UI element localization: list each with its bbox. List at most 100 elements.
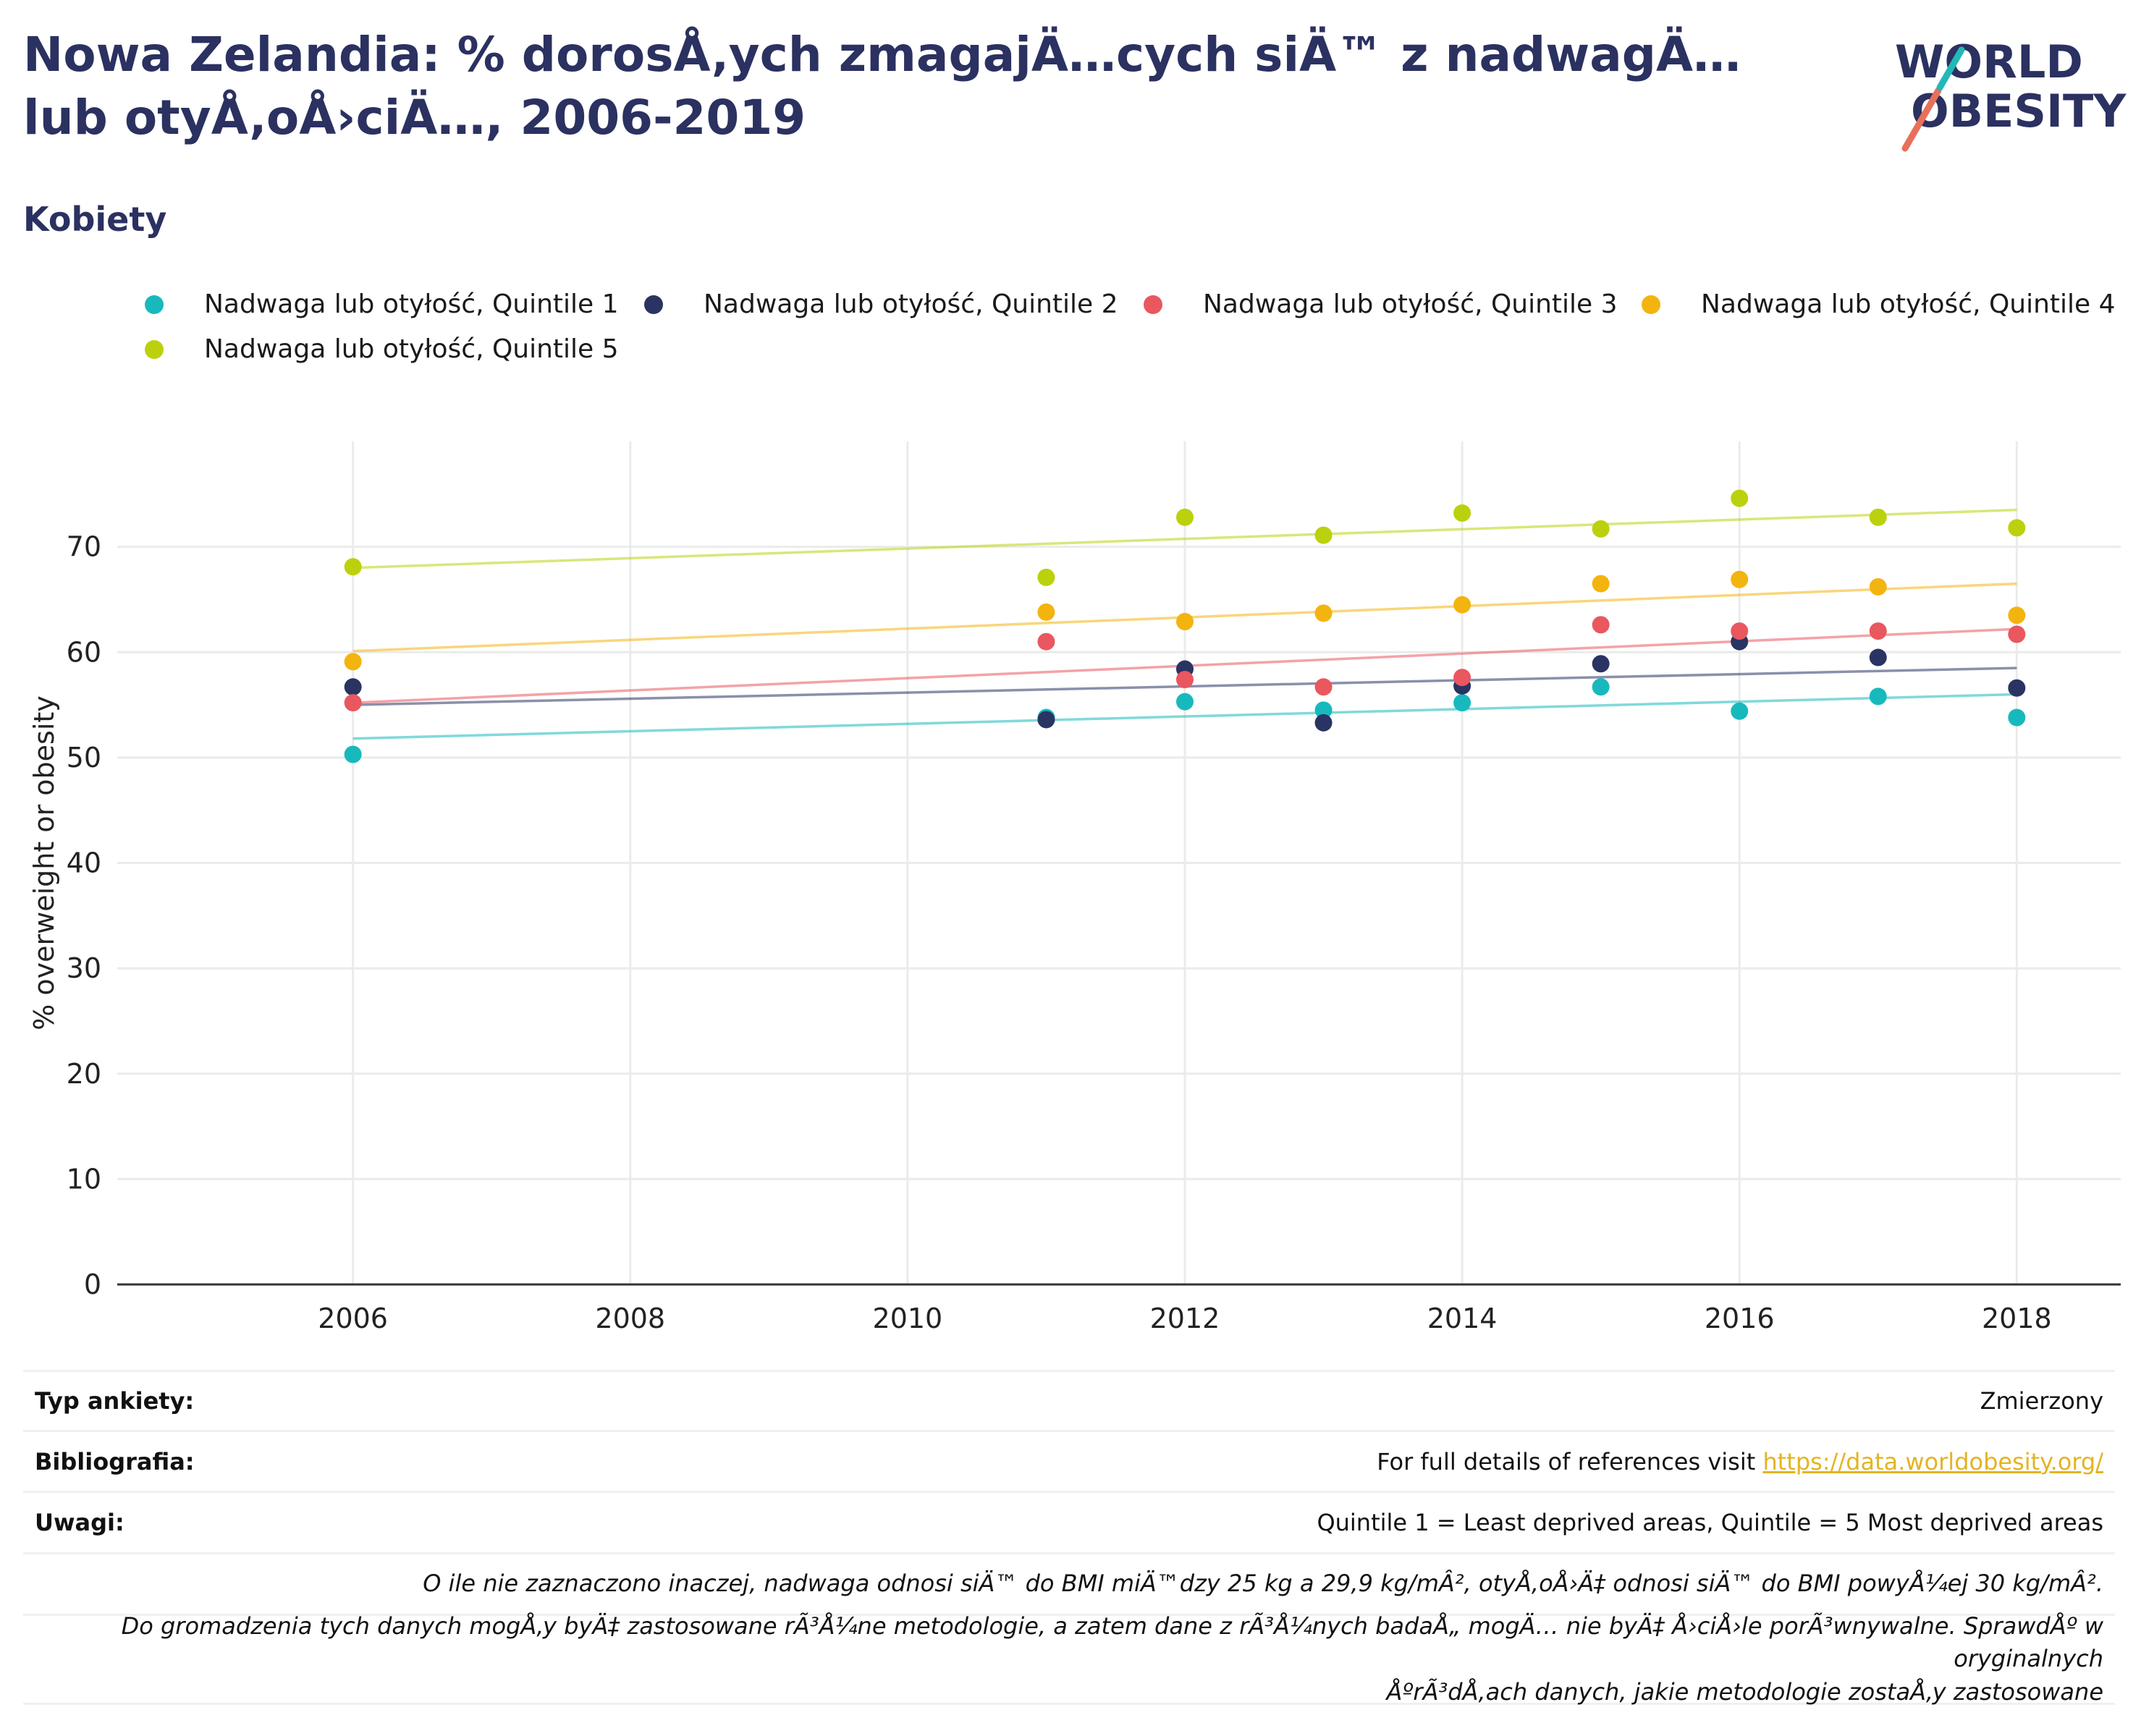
y-tick-label: 20	[67, 1058, 101, 1090]
y-tick-label: 40	[67, 847, 101, 879]
data-point-q4	[1592, 575, 1610, 593]
data-point-q2	[1592, 655, 1610, 673]
data-point-q5	[1175, 508, 1194, 526]
legend-item-q5[interactable]: Nadwaga lub otyłość, Quintile 5	[145, 334, 619, 364]
data-point-q4	[2008, 606, 2026, 624]
data-point-q4	[344, 653, 362, 671]
data-point-q1	[2008, 708, 2026, 727]
x-tick-label: 2006	[318, 1303, 388, 1334]
x-tick-label: 2012	[1150, 1303, 1220, 1334]
y-axis-title: % overweight or obesity	[28, 695, 60, 1030]
page-title: Nowa Zelandia: % dorosÅ‚ych zmagajÄ…cych…	[23, 27, 1741, 146]
logo-slash-teal	[1936, 46, 1965, 91]
legend-label-q3: Nadwaga lub otyłość, Quintile 3	[1203, 289, 1618, 319]
legend-item-q4[interactable]: Nadwaga lub otyłość, Quintile 4	[1642, 289, 2116, 319]
trend-line-q5	[352, 508, 2017, 570]
data-point-q2	[1314, 714, 1333, 732]
info-table: Typ ankiety: Zmierzony Bibliografia: For…	[23, 1370, 2115, 1706]
y-tick-label: 10	[67, 1163, 101, 1195]
bibliography-link[interactable]: https://data.worldobesity.org/	[1762, 1447, 2103, 1475]
data-point-q1	[344, 745, 362, 763]
data-point-q5	[1453, 504, 1471, 522]
info-row-notes: Uwagi: Quintile 1 = Least deprived areas…	[23, 1491, 2115, 1552]
data-point-q2	[344, 678, 362, 696]
data-point-q3	[1869, 622, 1887, 640]
legend-item-q3[interactable]: Nadwaga lub otyłość, Quintile 3	[1144, 289, 1618, 319]
scatter-chart: 0 10 20 30 40 50 60 70 2006 2008 2010 2012 2014 2016 2…	[28, 441, 2121, 1334]
info-row-bmi-note: O ile nie zaznaczono inaczej, nadwaga od…	[23, 1552, 2115, 1614]
trend-line-q1	[352, 693, 2017, 740]
legend-label-q5: Nadwaga lub otyłość, Quintile 5	[204, 334, 619, 364]
data-point-q5	[1869, 508, 1887, 526]
methodology-note-line-2: ÅºrÃ³dÅ‚ach danych, jakie metodologie zo…	[1386, 1677, 2103, 1706]
data-point-q4	[1869, 577, 1887, 596]
legend-label-q1: Nadwaga lub otyłość, Quintile 1	[204, 289, 619, 319]
legend-label-q2: Nadwaga lub otyłość, Quintile 2	[704, 289, 1118, 319]
data-point-q5	[1731, 489, 1749, 507]
legend-item-q2[interactable]: Nadwaga lub otyłość, Quintile 2	[644, 289, 1118, 319]
x-tick-label: 2008	[595, 1303, 665, 1334]
legend-marker-q1	[145, 295, 164, 314]
data-point-q1	[1453, 694, 1471, 712]
logo-slash-red	[1901, 87, 1942, 152]
info-row-survey: Typ ankiety: Zmierzony	[23, 1370, 2115, 1430]
world-obesity-logo: WORLD OBESITY	[1895, 35, 2127, 152]
data-point-q5	[1314, 526, 1333, 544]
bibliography-value: For full details of references visit htt…	[1377, 1448, 2103, 1475]
logo-text-world: WORLD	[1895, 35, 2083, 88]
data-point-q1	[1175, 693, 1194, 711]
survey-type-label: Typ ankiety:	[35, 1387, 195, 1415]
methodology-note: Do gromadzenia tych danych mogÅ‚y byÄ‡ z…	[35, 1610, 2103, 1709]
legend-marker-q5	[145, 339, 164, 359]
data-point-q3	[344, 694, 362, 712]
notes-label: Uwagi:	[35, 1509, 124, 1536]
legend-label-q4: Nadwaga lub otyłość, Quintile 4	[1701, 289, 2116, 319]
x-tick-label: 2016	[1705, 1303, 1775, 1334]
chart-subtitle: Kobiety	[23, 200, 167, 239]
data-point-q2	[1037, 711, 1055, 729]
data-point-q2	[1869, 648, 1887, 666]
y-tick-label: 50	[67, 742, 101, 774]
y-tick-label: 0	[84, 1269, 101, 1300]
data-point-q3	[1592, 616, 1610, 634]
data-point-q5	[1037, 568, 1055, 586]
data-point-q4	[1175, 613, 1194, 631]
data-point-q2	[2008, 679, 2026, 697]
data-point-q3	[1314, 678, 1333, 696]
bmi-definition-note: O ile nie zaznaczono inaczej, nadwaga od…	[423, 1570, 2103, 1598]
data-point-q4	[1731, 570, 1749, 588]
x-tick-label: 2014	[1427, 1303, 1498, 1334]
data-point-q1	[1314, 701, 1333, 719]
data-point-q1	[1869, 687, 1887, 706]
bibliography-label: Bibliografia:	[35, 1447, 195, 1475]
data-point-q1	[1592, 678, 1610, 696]
data-point-q5	[2008, 519, 2026, 537]
data-point-q3	[1731, 622, 1749, 640]
notes-value: Quintile 1 = Least deprived areas, Quint…	[1317, 1509, 2103, 1536]
bibliography-text: For full details of references visit	[1377, 1447, 1763, 1475]
methodology-note-line-1: Do gromadzenia tych danych mogÅ‚y byÄ‡ z…	[121, 1612, 2103, 1673]
info-row-methods-note: Do gromadzenia tych danych mogÅ‚y byÄ‡ z…	[23, 1612, 2115, 1706]
x-tick-label: 2018	[1982, 1303, 2052, 1334]
legend-marker-q3	[1144, 295, 1162, 314]
info-row-bibliography: Bibliografia: For full details of refere…	[23, 1430, 2115, 1491]
logo-text-obesity: OBESITY	[1911, 85, 2127, 137]
survey-type-value: Zmierzony	[1980, 1387, 2103, 1415]
data-point-q4	[1037, 603, 1055, 621]
legend-marker-q2	[644, 295, 663, 314]
data-point-q1	[1731, 702, 1749, 720]
data-point-q3	[1175, 671, 1194, 689]
legend-marker-q4	[1642, 295, 1660, 314]
data-point-q4	[1453, 596, 1471, 614]
data-point-q5	[1592, 520, 1610, 538]
data-point-q3	[2008, 625, 2026, 643]
data-point-q5	[344, 558, 362, 576]
y-tick-label: 30	[67, 952, 101, 984]
data-point-q4	[1314, 604, 1333, 622]
data-point-q3	[1453, 669, 1471, 687]
x-tick-label: 2010	[873, 1303, 943, 1334]
legend-item-q1[interactable]: Nadwaga lub otyłość, Quintile 1	[145, 289, 619, 319]
data-point-q3	[1037, 632, 1055, 651]
y-tick-label: 60	[67, 636, 101, 668]
y-tick-label: 70	[67, 531, 101, 563]
